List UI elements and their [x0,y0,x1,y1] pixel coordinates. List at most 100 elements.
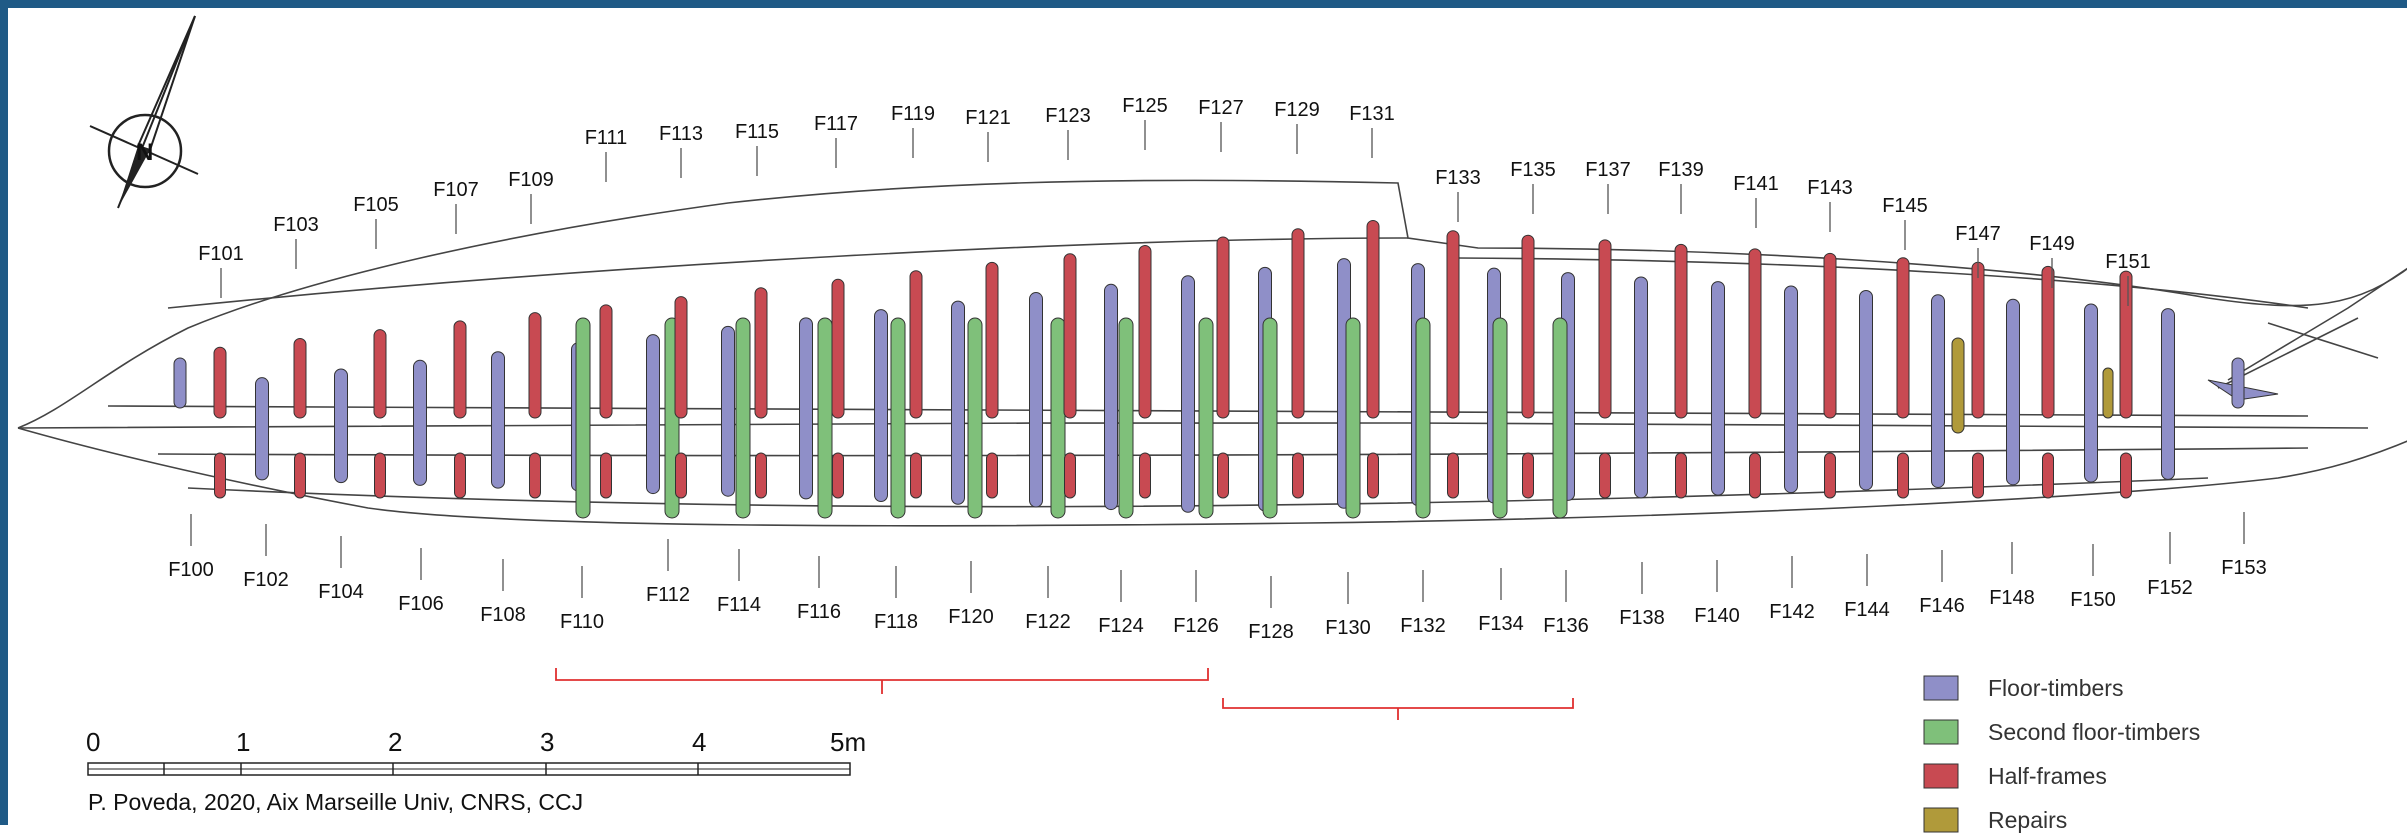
frame-floor-timber [951,300,965,505]
frame-floor-timber [2084,303,2098,483]
frame-half-frame-lower [1972,452,1984,499]
bottom-frame-labels: F100 F102 F104 F106 F108 F110 F112 F114 F116 F118… [168,512,2267,643]
frame-label-top: F121 [965,107,1011,129]
frame-floor-timber [1859,289,1873,491]
frame-label-bottom: F124 [1098,615,1144,637]
frame-label-bottom: F116 [797,601,841,623]
frame-second-floor-timber [1050,317,1066,519]
frame-half-frame-upper [213,346,227,419]
frame-label-top: F127 [1198,97,1244,119]
frame-label-top: F107 [433,179,479,201]
frame-half-frame-upper [754,287,768,419]
frame-floor-timber [1181,275,1195,513]
frame-label-bottom: F126 [1173,615,1219,637]
frame-label-top: F133 [1435,167,1481,189]
frame-floor-timber [799,317,813,500]
frame-label-bottom: F114 [717,594,761,616]
frame-label-bottom: F138 [1619,607,1665,629]
frame-label-top: F145 [1882,195,1928,217]
frame-label-top: F103 [273,214,319,236]
frame-half-frame-lower [986,452,998,499]
svg-text:N: N [136,139,153,166]
frame-half-frame-upper [985,261,999,419]
frame-floor-timber [2231,357,2245,409]
legend-label-repairs: Repairs [1988,807,2067,833]
frame-label-top: F125 [1122,95,1168,117]
frame-half-frame-upper [373,329,387,419]
frame-half-frame-lower [1292,452,1304,499]
frame-half-frame-upper [1823,252,1837,419]
frame-half-frame-upper [2041,265,2055,419]
frame-half-frame-lower [755,452,767,499]
frame-floor-timber [721,325,735,497]
frame-label-bottom: F102 [243,569,289,591]
frame-half-frame-upper [599,304,613,419]
frame-half-frame-upper [1748,248,1762,419]
frame-second-floor-timber [1262,317,1278,519]
frame-floor-timber [1931,294,1945,488]
frame-floor-timber [334,368,348,484]
frame-repair [1951,337,1965,434]
legend-label-second-floor-timbers: Second floor-timbers [1988,719,2200,745]
frame-half-frame-lower [832,452,844,499]
frame-half-frame-upper [1674,243,1688,419]
frame-label-top: F113 [659,123,703,145]
frame-label-bottom: F104 [318,581,364,603]
frame-half-frame-lower [1217,452,1229,499]
frame-half-frame-lower [2042,452,2054,499]
frame-label-bottom: F110 [560,611,604,633]
frame-second-floor-timber [1415,317,1431,519]
frame-half-frame-upper [1291,228,1305,419]
bracket-right [1222,698,1574,720]
frame-half-frame-upper [1138,245,1152,419]
frame-floor-timber [173,357,187,409]
frame-floor-timber [491,351,505,489]
frame-second-floor-timber [1345,317,1361,519]
frame-label-bottom: F112 [646,584,690,606]
frame-second-floor-timber [1118,317,1134,519]
frame-half-frame-upper [528,312,542,419]
frame-second-floor-timber [1198,317,1214,519]
frame-second-floor-timber [1552,317,1568,519]
frame-label-bottom: F120 [948,606,994,628]
legend-swatch-half-frames [1923,763,1959,789]
bracket-left [555,668,1209,694]
frame-floor-timber [1711,281,1725,496]
frame-label-top: F141 [1733,173,1779,195]
frame-label-top: F119 [891,103,935,125]
frame-repair [2102,367,2114,419]
legend-label-half-frames: Half-frames [1988,763,2107,789]
frame-half-frame-lower [374,452,386,499]
frame-half-frame-lower [1447,452,1459,499]
frame-half-frame-lower [529,452,541,499]
scale-tick-2: 2 [388,727,402,757]
scale-tick-4: 4 [692,727,706,757]
frame-half-frame-upper [1366,219,1380,419]
legend-swatch-second-floor-timbers [1923,719,1959,745]
scale-tick-5: 5m [830,727,866,757]
frame-label-bottom: F144 [1844,599,1890,621]
frame-half-frame-lower [910,452,922,499]
frame-half-frame-upper [1896,257,1910,419]
frame-label-bottom: F106 [398,593,444,615]
frame-second-floor-timber [735,317,751,519]
frame-label-top: F109 [508,169,554,191]
frame-label-bottom: F152 [2147,577,2193,599]
frame-label-bottom: F128 [1248,621,1294,643]
frame-half-frame-upper [1063,253,1077,419]
frame-half-frame-lower [675,452,687,499]
legend-swatch-repairs [1923,807,1959,833]
frame-label-bottom: F150 [2070,589,2116,611]
frame-label-bottom: F153 [2221,557,2267,579]
frame-half-frame-lower [1064,452,1076,499]
legend: Floor-timbers Second floor-timbers Half-… [1923,675,2200,833]
frame-label-top: F123 [1045,105,1091,127]
frame-half-frame-lower [214,452,226,499]
frame-floor-timber [2006,298,2020,486]
frame-half-frame-upper [909,270,923,419]
frame-label-top: F101 [198,243,244,265]
scale-bar: 0 1 2 3 4 5m [86,727,866,776]
frame-half-frame-upper [674,296,688,419]
frame-label-top: F105 [353,194,399,216]
